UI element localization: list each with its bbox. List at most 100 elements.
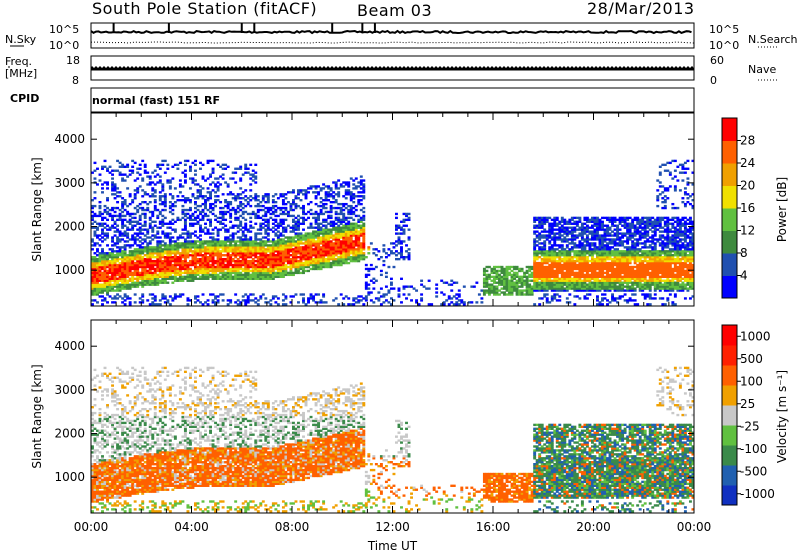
power-cell [131, 256, 135, 259]
power-cell [111, 236, 115, 239]
power-cell [352, 179, 356, 182]
power-cell [138, 216, 142, 220]
power-cell [251, 210, 255, 214]
power-cell [337, 195, 341, 198]
power-cell [573, 234, 577, 237]
power-cell [538, 283, 542, 286]
power-cell [103, 210, 107, 214]
power-cell [211, 275, 215, 279]
power-cell [279, 212, 283, 216]
power-cell [214, 269, 218, 273]
power-cell [146, 244, 150, 247]
power-cell [209, 254, 212, 257]
power-cell [568, 257, 572, 261]
power-cell [128, 212, 132, 216]
power-cell [578, 234, 582, 237]
power-cell [332, 244, 336, 247]
power-cell [211, 250, 215, 253]
power-cell [143, 238, 147, 241]
power-cell [188, 275, 192, 279]
power-cell [274, 256, 278, 259]
power-cell [206, 161, 210, 165]
power-cell [98, 283, 102, 286]
power-cell [161, 256, 165, 259]
power-cell [286, 242, 290, 245]
power-cell [101, 256, 104, 259]
power-cell [339, 242, 343, 245]
power-cell [103, 265, 107, 269]
power-cell [593, 287, 597, 290]
power-cell [126, 259, 130, 263]
power-cell [276, 275, 280, 279]
power-cell [156, 261, 160, 265]
power-cell [319, 267, 323, 271]
power-cell [224, 199, 228, 202]
power-cell [108, 283, 112, 286]
power-cell [400, 240, 403, 243]
power-cell [304, 193, 308, 196]
power-cell [178, 218, 182, 222]
power-cell [337, 220, 341, 223]
power-cell [558, 252, 562, 255]
power-cell [136, 259, 140, 263]
power-cell [204, 252, 207, 255]
power-cell [400, 220, 403, 223]
power-cell [505, 287, 509, 290]
power-cell [146, 257, 150, 261]
power-cell [146, 277, 150, 280]
power-cell [138, 226, 142, 229]
power-cell [166, 281, 170, 284]
power-cell [126, 254, 130, 257]
power-cell [194, 163, 197, 167]
power-cell [138, 277, 142, 280]
power-cell [153, 283, 157, 286]
power-cell [254, 275, 258, 279]
power-cell [580, 232, 584, 235]
power-cell [168, 246, 172, 249]
power-cell [186, 212, 190, 216]
power-cell [312, 295, 316, 298]
power-cell [294, 206, 298, 210]
power-cell [339, 226, 343, 229]
power-cell [126, 297, 130, 300]
power-cell [558, 250, 562, 253]
power-cell [103, 299, 107, 302]
power-cell [493, 267, 496, 271]
power-cell [128, 252, 132, 255]
power-cell [176, 279, 180, 282]
power-cell [352, 256, 356, 259]
power-cell [548, 254, 552, 257]
power-cell [307, 269, 310, 273]
power-cell [188, 261, 192, 265]
power-cell [317, 224, 321, 227]
power-cell [359, 256, 363, 259]
power-cell [199, 269, 202, 273]
power-cell [292, 271, 295, 275]
power-cell [116, 238, 120, 241]
power-cell [324, 202, 328, 206]
power-cell [304, 246, 308, 249]
power-cell [302, 256, 305, 259]
power-cell [344, 246, 348, 249]
power-cell [141, 252, 145, 255]
power-cell [281, 220, 285, 223]
power-cell [583, 267, 587, 271]
power-cell [560, 252, 564, 255]
power-cell [352, 183, 356, 186]
power-cell [344, 197, 348, 200]
power-cell [440, 279, 444, 282]
power-cell [498, 269, 501, 273]
power-cell [106, 275, 109, 279]
power-cell [201, 248, 205, 251]
power-cell [108, 214, 112, 218]
power-cell [354, 238, 358, 241]
power-cell [596, 220, 599, 223]
power-cell [329, 195, 333, 198]
power-cell [271, 273, 275, 277]
power-cell [256, 271, 260, 275]
power-cell [533, 232, 537, 235]
power-cell [196, 273, 200, 277]
power-cell [309, 263, 313, 267]
power-cell [302, 210, 305, 214]
power-cell [128, 273, 132, 277]
